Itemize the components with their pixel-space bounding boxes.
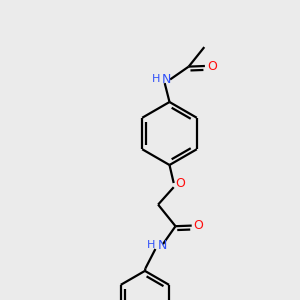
Text: O: O bbox=[176, 177, 185, 190]
Text: N: N bbox=[158, 238, 167, 252]
Text: H: H bbox=[152, 74, 160, 85]
Text: O: O bbox=[194, 219, 203, 232]
Text: H: H bbox=[147, 240, 156, 250]
Text: N: N bbox=[162, 73, 171, 86]
Text: O: O bbox=[207, 59, 217, 73]
